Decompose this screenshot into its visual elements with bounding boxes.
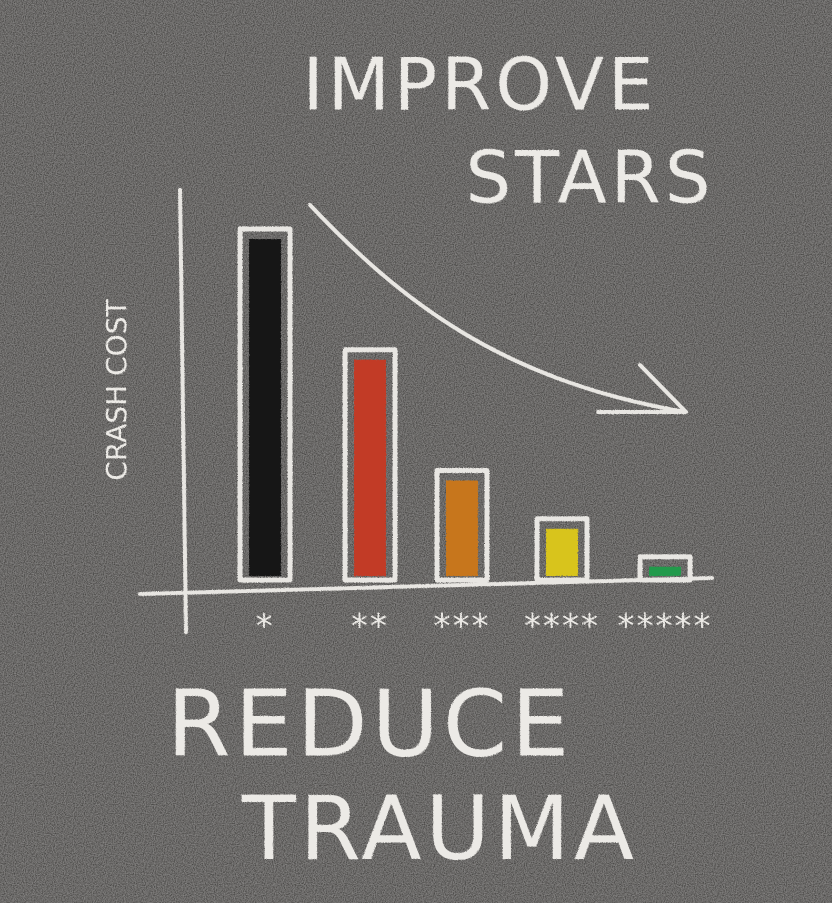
bar <box>446 480 478 576</box>
bar <box>249 239 281 576</box>
x-tick-label: *** <box>434 607 491 647</box>
bar <box>354 359 386 576</box>
x-axis <box>138 576 714 596</box>
y-axis <box>178 188 188 634</box>
bar-outline <box>342 347 398 583</box>
title-line: STARS <box>465 136 714 220</box>
annotation-line: REDUCE <box>167 670 574 777</box>
bar <box>546 528 578 576</box>
x-tick-label: ** <box>351 607 389 647</box>
y-axis-label: CRASH COST <box>100 299 133 481</box>
title-line: IMPROVE <box>303 43 658 127</box>
bar-outline <box>637 554 693 583</box>
annotation-line: TRAUMA <box>241 777 638 880</box>
bar-outline <box>534 516 590 583</box>
chalk-layer: IMPROVE STARS CRASH COST REDUCE TRAUMA *… <box>100 43 714 880</box>
x-tick-label: **** <box>524 607 600 647</box>
x-tick-label: * <box>256 607 275 647</box>
bar <box>649 566 681 576</box>
bar-outline <box>237 226 293 583</box>
x-tick-label: ***** <box>618 607 713 647</box>
bar-outline <box>434 468 490 583</box>
trend-arrow <box>308 203 688 414</box>
